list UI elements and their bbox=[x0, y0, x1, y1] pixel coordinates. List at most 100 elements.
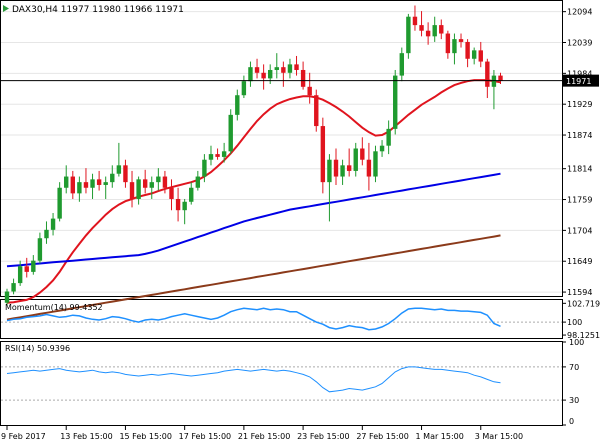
symbol-marker-icon bbox=[3, 5, 9, 12]
candle-body bbox=[281, 67, 286, 73]
rsi-line bbox=[6, 366, 501, 393]
candle-body bbox=[419, 25, 424, 31]
candle-body bbox=[327, 159, 332, 183]
candle-body bbox=[37, 238, 43, 261]
time-axis: 9 Feb 2017 13 Feb 15:00 15 Feb 15:00 17 Feb… bbox=[1, 426, 523, 441]
candle-body bbox=[31, 260, 36, 272]
candle-body bbox=[202, 159, 207, 177]
candle-body bbox=[24, 266, 29, 272]
momentum-tick-label: 102.7195 bbox=[567, 299, 600, 308]
candle-body bbox=[425, 30, 431, 37]
candle-body bbox=[136, 179, 141, 199]
rsi-tick-label: 0 bbox=[569, 417, 574, 426]
candle-body bbox=[465, 41, 470, 59]
candle-body bbox=[103, 182, 108, 185]
candle-body bbox=[498, 75, 503, 81]
time-tick-label: 3 Mar 15:00 bbox=[475, 432, 523, 441]
momentum-pane-frame bbox=[0, 299, 563, 339]
ma-line-1 bbox=[6, 79, 501, 304]
candle-body bbox=[248, 67, 253, 82]
candle-body bbox=[373, 151, 378, 177]
candle-body bbox=[393, 75, 398, 129]
momentum-line bbox=[6, 307, 501, 331]
candle-body bbox=[156, 176, 161, 183]
candle-body bbox=[4, 291, 10, 303]
time-tick-label: 13 Feb 15:00 bbox=[60, 432, 112, 441]
candle-body bbox=[169, 187, 174, 199]
momentum-indicator: 102.7195 100 98.1251 bbox=[1, 299, 600, 340]
ma-line-2 bbox=[6, 172, 501, 268]
candle-body bbox=[44, 229, 49, 239]
candle-body bbox=[386, 128, 391, 146]
candle-body bbox=[300, 69, 306, 87]
candle-body bbox=[182, 201, 187, 211]
candle-body bbox=[320, 126, 326, 183]
candle-body bbox=[235, 95, 240, 115]
rsi-indicator: 100 70 30 0 bbox=[1, 338, 584, 426]
candle-body bbox=[406, 16, 411, 54]
candle-body bbox=[162, 176, 168, 188]
candle-body bbox=[129, 182, 135, 199]
candle-body bbox=[287, 64, 293, 73]
candle-body bbox=[478, 50, 483, 62]
candle-body bbox=[412, 16, 418, 26]
price-tick-label: 12039 bbox=[567, 39, 592, 48]
candle-body bbox=[314, 95, 319, 127]
current-price-label: 11971 bbox=[566, 77, 591, 86]
candle-body bbox=[83, 182, 89, 188]
candle-body bbox=[379, 145, 385, 152]
candle-body bbox=[294, 64, 299, 70]
candle-body bbox=[70, 176, 75, 194]
candle-body bbox=[149, 182, 154, 188]
rsi-tick-label: 70 bbox=[569, 363, 579, 372]
candle-body bbox=[366, 159, 372, 177]
candle-body bbox=[142, 179, 148, 188]
candle-body bbox=[333, 159, 339, 177]
price-tick-label: 11649 bbox=[567, 257, 592, 266]
candle-body bbox=[208, 154, 214, 160]
candle-body bbox=[439, 25, 444, 34]
rsi-label: RSI(14) 50.9396 bbox=[5, 344, 70, 353]
candle-body bbox=[50, 218, 56, 230]
time-tick-label: 27 Feb 15:00 bbox=[356, 432, 408, 441]
candle-body bbox=[471, 50, 477, 59]
candle-body bbox=[452, 39, 457, 54]
price-tick-label: 12094 bbox=[567, 8, 592, 17]
time-tick-label: 15 Feb 15:00 bbox=[119, 432, 171, 441]
candle-body bbox=[445, 33, 451, 54]
price-tick-label: 11594 bbox=[567, 288, 592, 297]
candle-body bbox=[261, 72, 266, 79]
candle-body bbox=[491, 75, 497, 87]
candle-body bbox=[57, 187, 62, 219]
candle-body bbox=[17, 266, 23, 284]
candle-body bbox=[274, 67, 279, 70]
candle-body bbox=[221, 151, 227, 157]
price-tick-label: 11874 bbox=[567, 131, 592, 140]
candle-body bbox=[64, 176, 69, 188]
candle-body bbox=[96, 179, 102, 185]
candle-body bbox=[340, 165, 345, 177]
price-tick-label: 11814 bbox=[567, 165, 592, 174]
candle-body bbox=[228, 114, 233, 152]
candle-body bbox=[215, 154, 220, 157]
candle-body bbox=[77, 182, 82, 194]
candle-body bbox=[189, 187, 194, 202]
momentum-label: Momentum(14) 99.4352 bbox=[5, 303, 103, 312]
candle-body bbox=[485, 61, 490, 87]
candle-body bbox=[110, 173, 115, 183]
price-tick-label: 11704 bbox=[567, 226, 592, 235]
candle-body bbox=[432, 25, 437, 37]
main-pane-frame bbox=[0, 0, 563, 297]
candle-body bbox=[346, 165, 352, 171]
rsi-pane-frame bbox=[0, 341, 563, 426]
ma-line-3 bbox=[6, 234, 501, 321]
candle-body bbox=[458, 39, 464, 42]
candle-body bbox=[307, 86, 312, 96]
candle-body bbox=[195, 176, 201, 188]
candle-body bbox=[11, 283, 16, 292]
rsi-tick-label: 30 bbox=[569, 396, 579, 405]
current-price-line: 11971 bbox=[1, 74, 599, 87]
moving-averages bbox=[6, 79, 501, 321]
price-axis: 11594 11649 11704 11759 11814 11874 11929 11984… bbox=[562, 8, 592, 297]
